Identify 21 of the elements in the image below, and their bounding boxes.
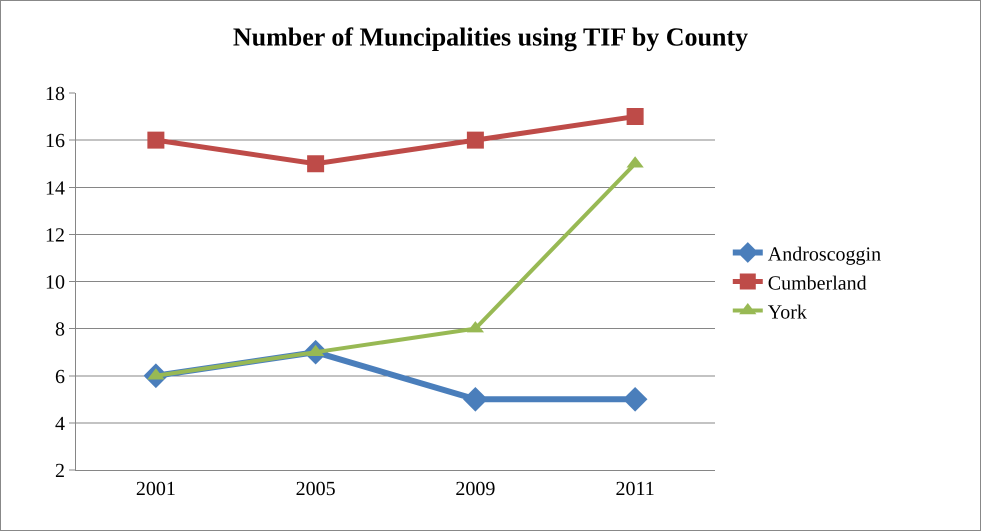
chart-title: Number of Muncipalities using TIF by County — [232, 22, 748, 52]
y-tick-label: 10 — [45, 272, 65, 294]
y-tick-label: 4 — [55, 412, 65, 435]
y-tick-label: 14 — [45, 177, 65, 200]
x-tick-label: 2009 — [455, 478, 496, 500]
point — [626, 108, 644, 126]
point — [147, 132, 164, 149]
y-tick-label: 16 — [45, 130, 65, 152]
x-tick-label: 2005 — [296, 478, 336, 500]
legend-label: Cumberland — [768, 272, 867, 294]
legend-label: Androscoggin — [768, 243, 882, 266]
point — [307, 155, 324, 172]
x-tick-label: 2001 — [136, 478, 176, 500]
y-tick-label: 12 — [45, 224, 65, 246]
x-tick-label: 2011 — [615, 478, 655, 500]
y-tick-label: 6 — [55, 366, 65, 388]
y-tick-label: 2 — [55, 460, 65, 482]
legend-label: York — [768, 301, 807, 324]
y-tick-label: 18 — [45, 83, 65, 105]
point — [466, 132, 484, 149]
y-tick-label: 8 — [55, 318, 65, 341]
